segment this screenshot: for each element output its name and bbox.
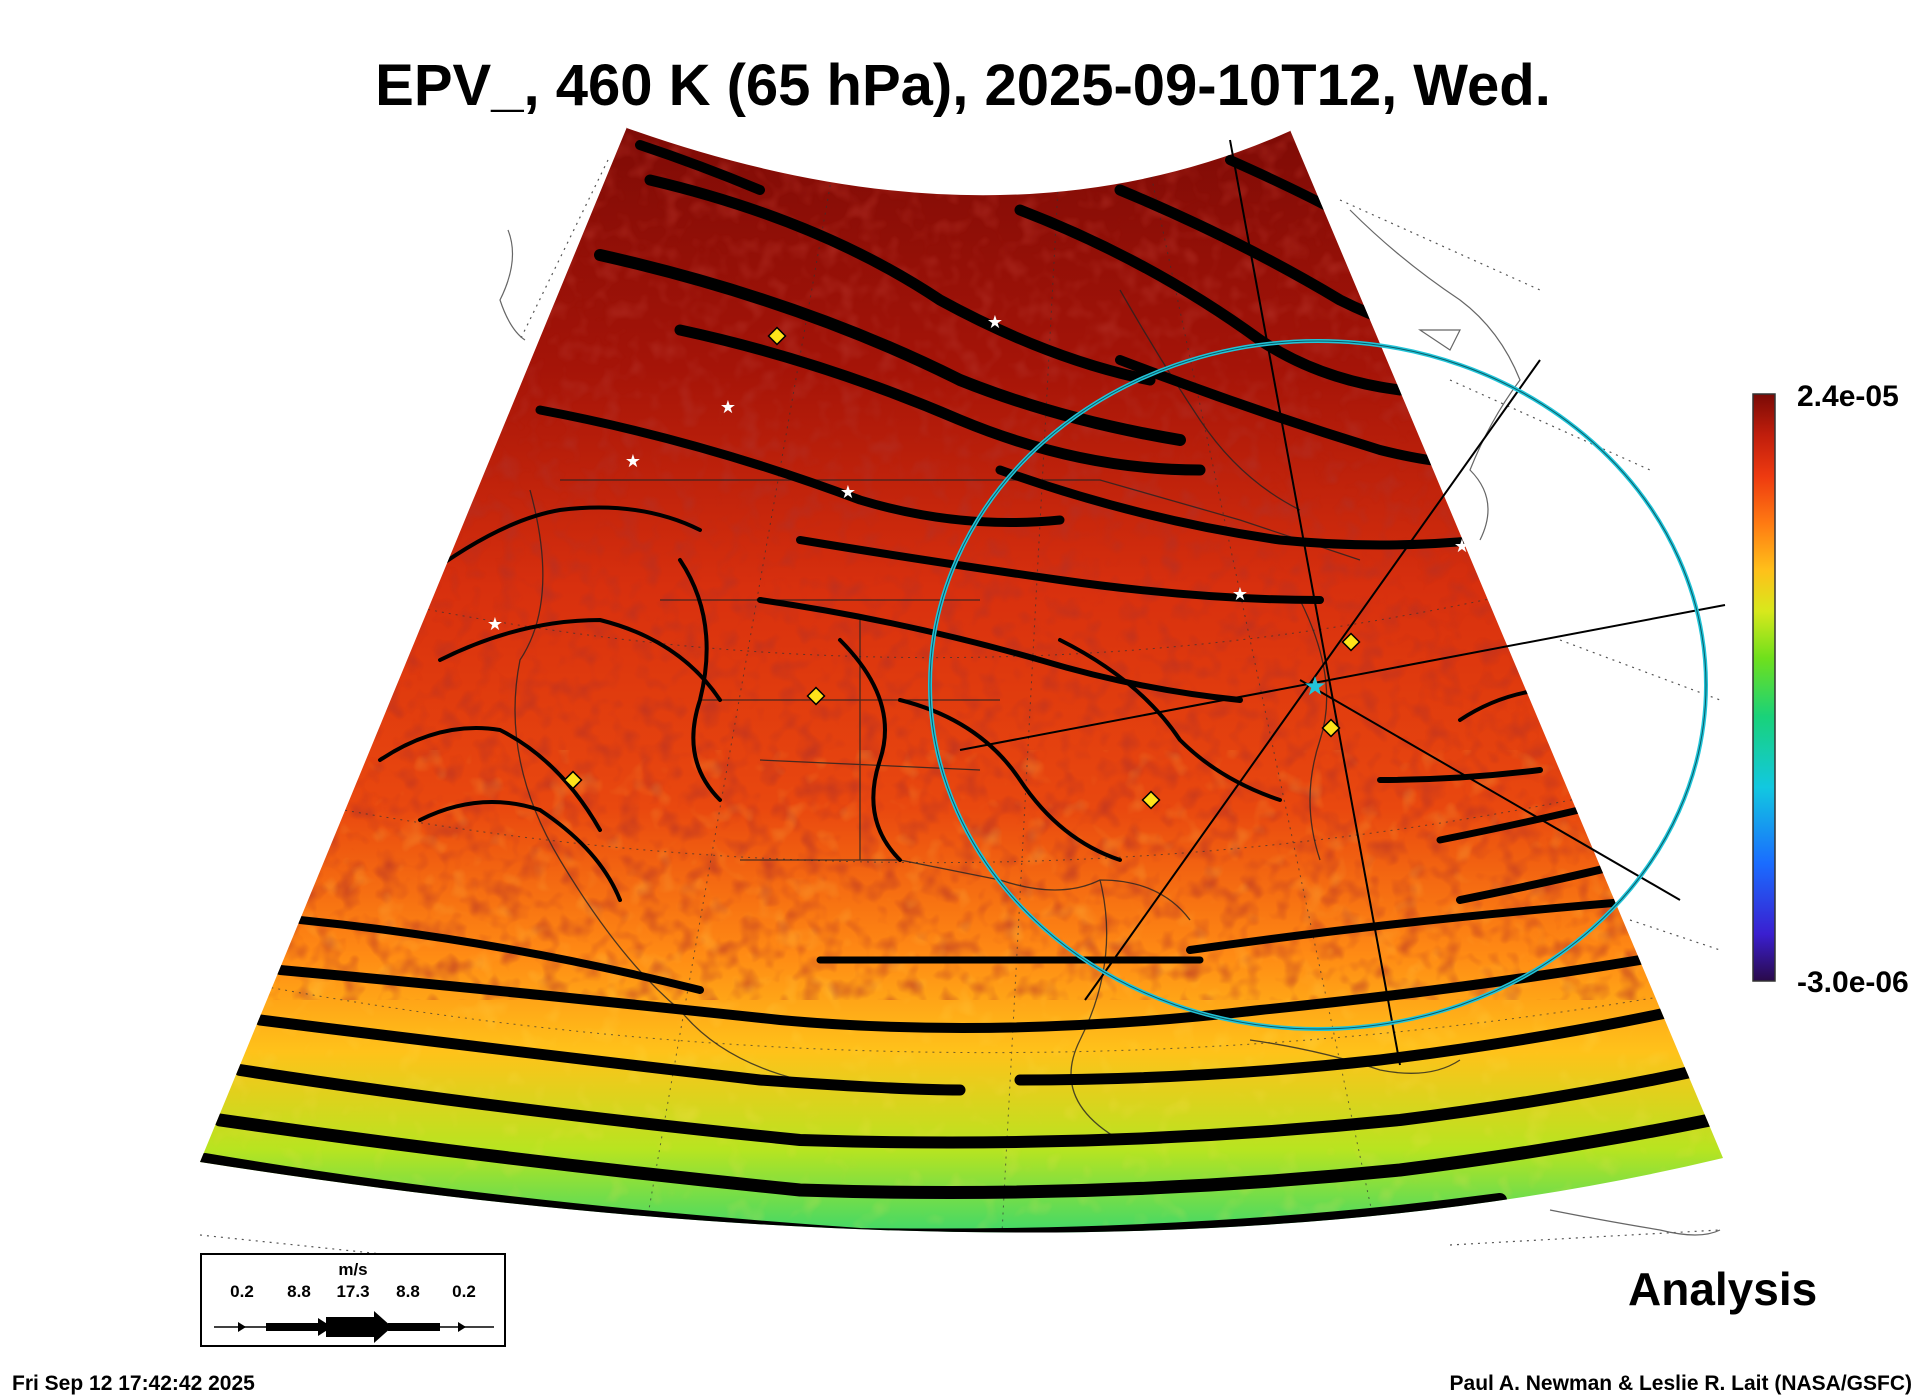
legend-units: m/s xyxy=(338,1260,368,1279)
station-star-icon: ★ xyxy=(1454,536,1470,556)
legend-value: 17.3 xyxy=(336,1282,370,1301)
legend-arrow-icon xyxy=(214,1311,494,1343)
station-star-icon: ★ xyxy=(720,397,736,417)
cross-section-lines xyxy=(959,139,1726,1066)
footer-credit: Paul A. Newman & Leslie R. Lait (NASA/GS… xyxy=(1449,1372,1912,1395)
station-stars: ★ ★ ★ ★ ★ ★ ★ xyxy=(487,312,1470,634)
station-diamonds xyxy=(563,326,1361,810)
colorbar xyxy=(1752,393,1776,982)
graticule-outside xyxy=(199,159,1721,1259)
station-diamond-icon xyxy=(1141,790,1161,810)
analysis-label: Analysis xyxy=(1628,1263,1818,1315)
station-star-icon: ★ xyxy=(487,614,503,634)
streamlines xyxy=(200,140,1717,1233)
station-diamond-icon xyxy=(563,770,583,790)
coastlines-outside xyxy=(499,209,1721,1236)
legend-value: 8.8 xyxy=(396,1282,420,1301)
legend-value: 8.8 xyxy=(287,1282,311,1301)
station-star-icon: ★ xyxy=(840,482,856,502)
station-diamond-icon xyxy=(806,686,826,706)
station-star-icon: ★ xyxy=(1232,584,1248,604)
legend-value: 0.2 xyxy=(230,1282,254,1301)
legend-value: 0.2 xyxy=(452,1282,476,1301)
station-diamond-icon xyxy=(1321,718,1341,738)
station-star-icon: ★ xyxy=(625,451,641,471)
station-diamond-icon xyxy=(1341,632,1361,652)
station-diamond-icon xyxy=(767,326,787,346)
wind-speed-legend: m/s 0.2 8.8 17.3 8.8 0.2 xyxy=(200,1253,506,1347)
footer-timestamp: Fri Sep 12 17:42:42 2025 xyxy=(12,1372,255,1395)
colorbar-min-label: -3.0e-06 xyxy=(1797,966,1909,999)
colorbar-max-label: 2.4e-05 xyxy=(1797,380,1899,413)
center-marker-icon: ★ xyxy=(1303,671,1326,701)
map-title: EPV_, 460 K (65 hPa), 2025-09-10T12, Wed… xyxy=(375,53,1551,118)
station-star-icon: ★ xyxy=(987,312,1003,332)
